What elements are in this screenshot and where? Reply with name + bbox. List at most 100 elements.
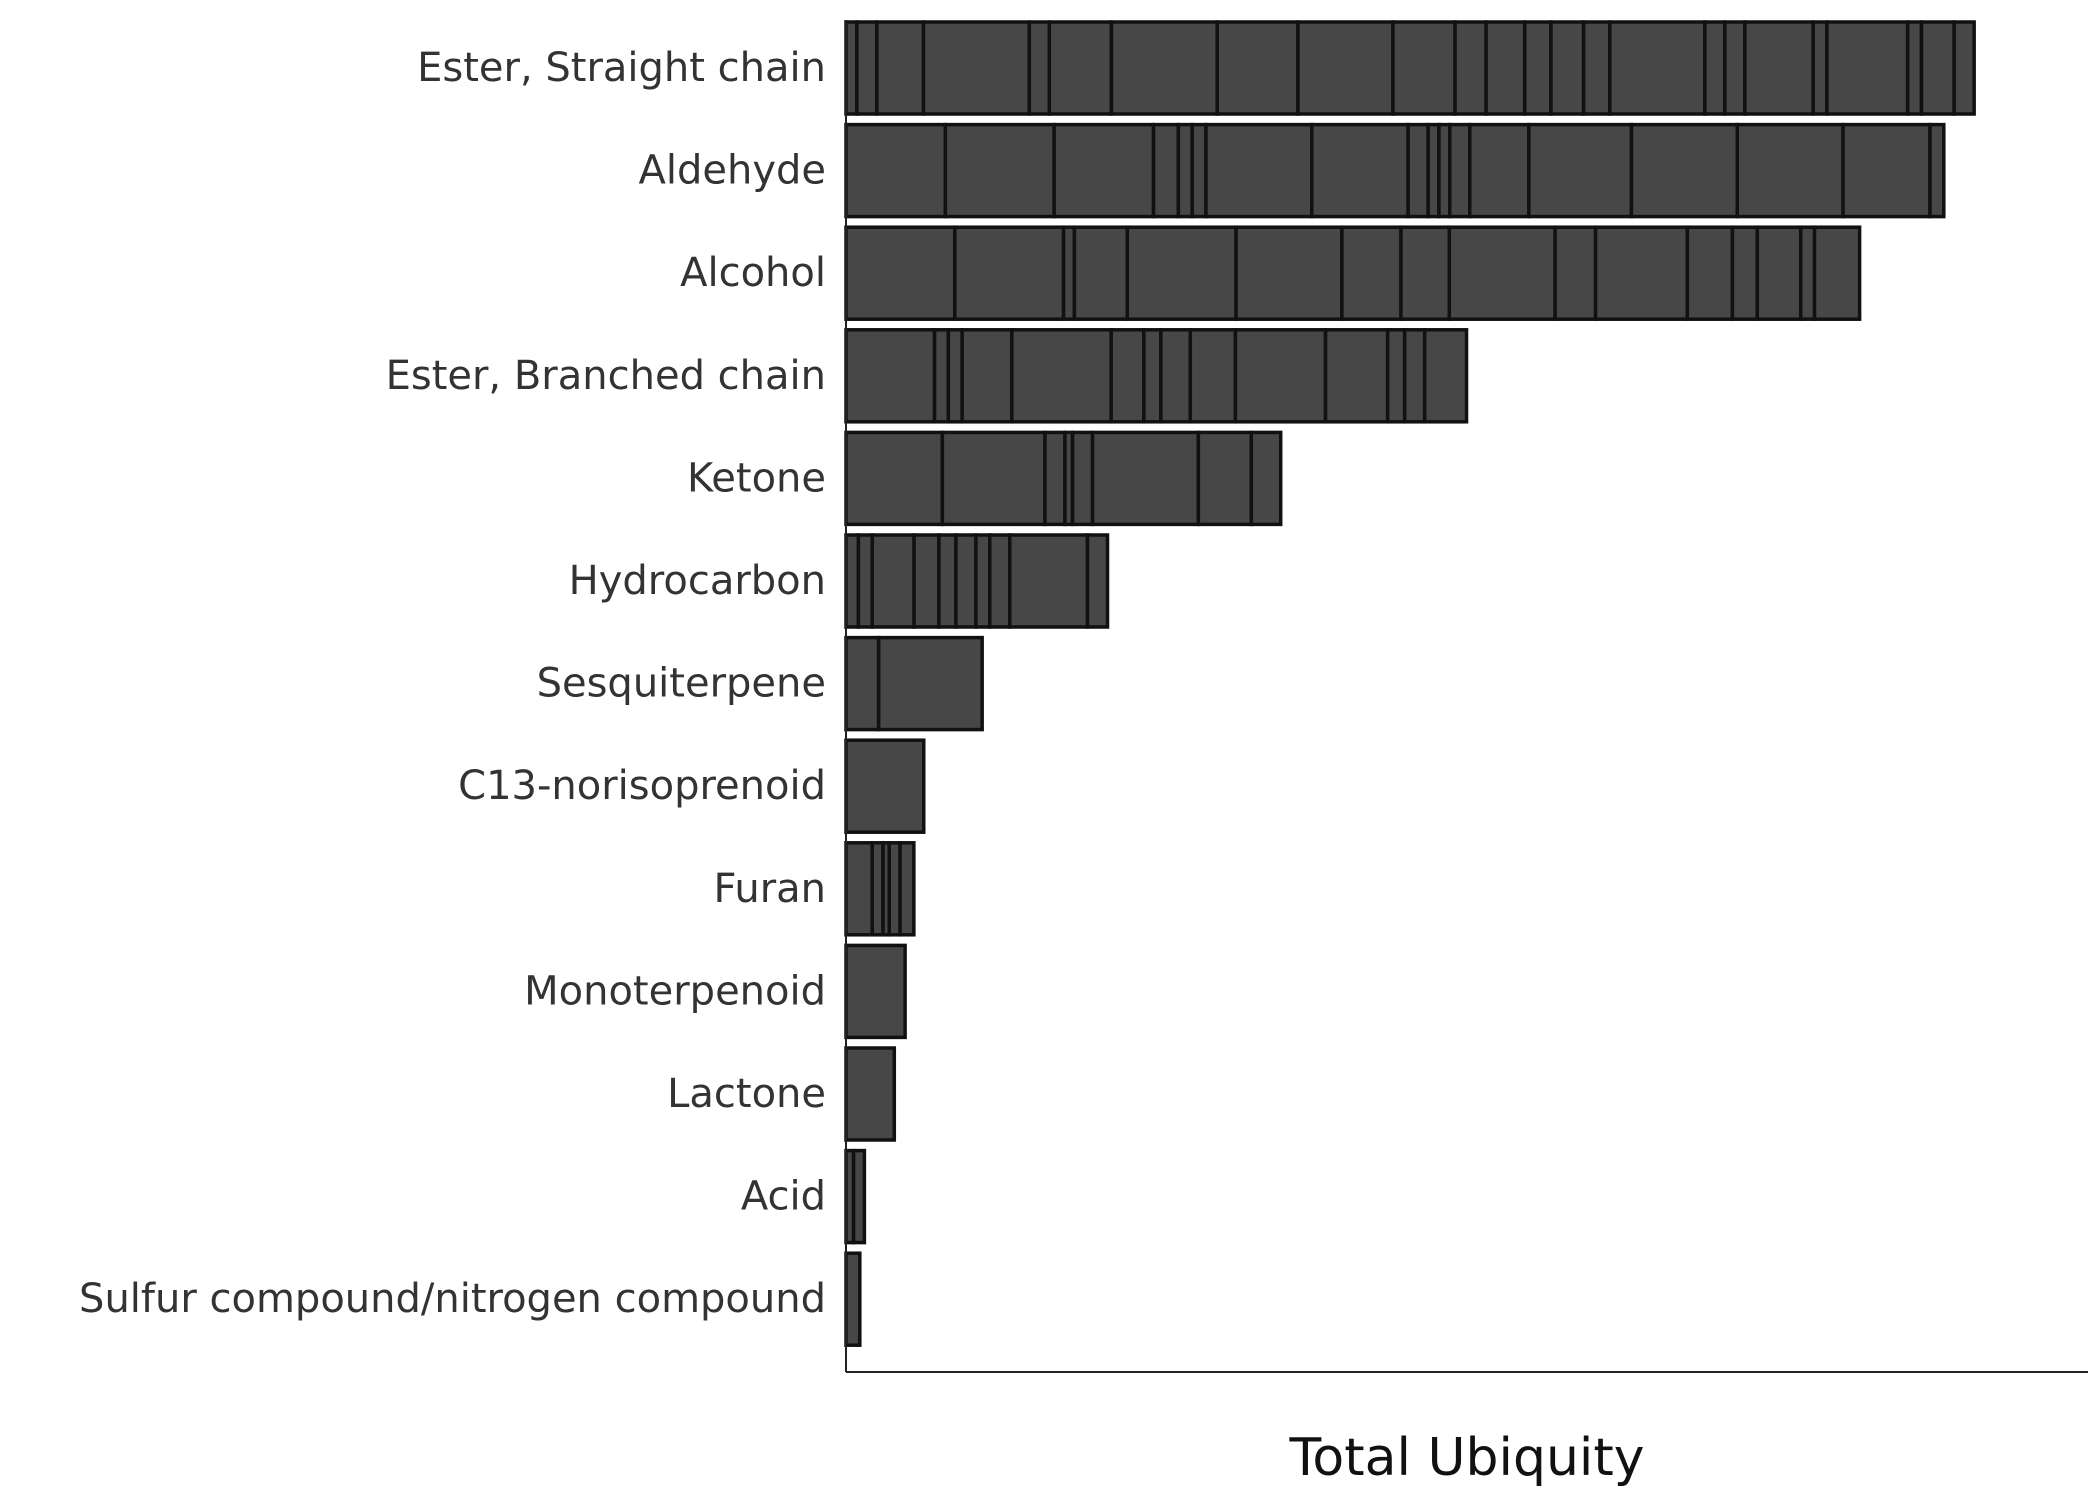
bar-ester-branched-chain [844, 328, 1469, 424]
bar-sesquiterpene [844, 635, 984, 732]
bar-segment [988, 533, 1012, 629]
category-label: C13-norisoprenoid [458, 763, 826, 809]
bar-segment [1176, 122, 1194, 219]
bar-segment [1085, 533, 1110, 629]
bar-segment [1581, 20, 1612, 116]
bar-segment [1043, 430, 1067, 527]
category-label: Sulfur compound/nitrogen compound [79, 1276, 826, 1322]
bar-segment [940, 430, 1047, 527]
bar-segment [1553, 225, 1598, 321]
bar-segment [1447, 225, 1557, 321]
bar-segment [1723, 20, 1747, 116]
bar-segment [856, 533, 874, 629]
bar-segment [1522, 20, 1553, 116]
bar-segment [844, 1046, 897, 1142]
bar-segment [1233, 328, 1328, 424]
bar-segment [1310, 122, 1410, 219]
category-label: Acid [741, 1174, 826, 1220]
category-label: Ketone [687, 455, 826, 501]
bar-segment [1109, 20, 1219, 116]
bar-segment [844, 635, 881, 732]
bar-segment [1204, 122, 1314, 219]
bar-segment [1685, 225, 1735, 321]
bar-segment [1296, 20, 1395, 116]
bar-segment [1549, 20, 1586, 116]
bar-segment [1453, 20, 1488, 116]
bar-segment [1402, 328, 1427, 424]
bar-segment [1755, 225, 1803, 321]
bar-hydrocarbon [844, 533, 1110, 629]
bar-segment [1340, 225, 1403, 321]
bar-segment [937, 533, 958, 629]
bar-segment [875, 20, 926, 116]
bar-segment [946, 328, 964, 424]
bar-sulfur-compound-nitrogen-compound [844, 1251, 862, 1347]
bar-segment [844, 328, 937, 424]
bar-segment [1825, 20, 1910, 116]
bar-segment [1125, 225, 1238, 321]
bar-segment [953, 225, 1066, 321]
bar-segment [1527, 122, 1634, 219]
category-label: Furan [714, 866, 826, 912]
bar-monoterpenoid [844, 943, 907, 1040]
bar-segment [1812, 225, 1862, 321]
category-label: Lactone [667, 1071, 826, 1117]
category-label: Hydrocarbon [569, 558, 826, 604]
bar-segment [851, 1148, 867, 1245]
bar-segment [943, 122, 1056, 219]
bar-furan [844, 841, 916, 937]
category-label: Ester, Straight chain [417, 45, 826, 91]
bar-segment [1629, 122, 1739, 219]
category-label: Monoterpenoid [524, 968, 826, 1014]
bar-segment [1919, 20, 1956, 116]
bar-segment [1109, 328, 1146, 424]
bar-alcohol [844, 225, 1862, 321]
bar-segment [1811, 20, 1829, 116]
bar-segment [1391, 20, 1457, 116]
bar-c13-norisoprenoid [844, 738, 926, 834]
bar-segment [1234, 225, 1344, 321]
bar-segment [1841, 122, 1932, 219]
bar-segment [844, 430, 945, 527]
bar-segment [1010, 328, 1113, 424]
bar-segment [1743, 20, 1815, 116]
bar-segment [876, 635, 984, 732]
bar-segment [921, 20, 1032, 116]
bar-segment [1052, 122, 1156, 219]
bar-acid [844, 1148, 867, 1245]
category-label: Sesquiterpene [537, 661, 826, 707]
bar-segment [1593, 225, 1690, 321]
bar-segment [1008, 533, 1090, 629]
bar-segment [1484, 20, 1527, 116]
bar-segment [912, 533, 941, 629]
bar-segment [1190, 122, 1208, 219]
bar-segment [1159, 328, 1193, 424]
bar-ester-straight-chain [844, 20, 1976, 116]
bar-segment [1952, 20, 1976, 116]
bar-segment [1196, 430, 1254, 527]
bar-segment [960, 328, 1014, 424]
bar-segment [1730, 225, 1760, 321]
bars-layer [844, 20, 1976, 1347]
bar-segment [1072, 225, 1130, 321]
bar-segment [1608, 20, 1707, 116]
bar-segment [1399, 225, 1452, 321]
bar-segment [1027, 20, 1052, 116]
bar-segment [1047, 20, 1114, 116]
category-labels: Ester, Straight chain Aldehyde Alcohol Este… [79, 45, 826, 1322]
bar-segment [844, 841, 874, 937]
bar-segment [1151, 122, 1181, 219]
bar-segment [844, 943, 907, 1040]
bar-segment [1928, 122, 1946, 219]
bar-segment [844, 122, 948, 219]
bar-segment [1215, 20, 1300, 116]
bar-segment [1422, 328, 1469, 424]
bar-segment [855, 20, 879, 116]
bar-segment [1798, 225, 1817, 321]
bar-aldehyde [844, 122, 1946, 219]
category-label: Ester, Branched chain [386, 353, 826, 399]
bar-segment [974, 533, 992, 629]
bar-segment [1070, 430, 1095, 527]
